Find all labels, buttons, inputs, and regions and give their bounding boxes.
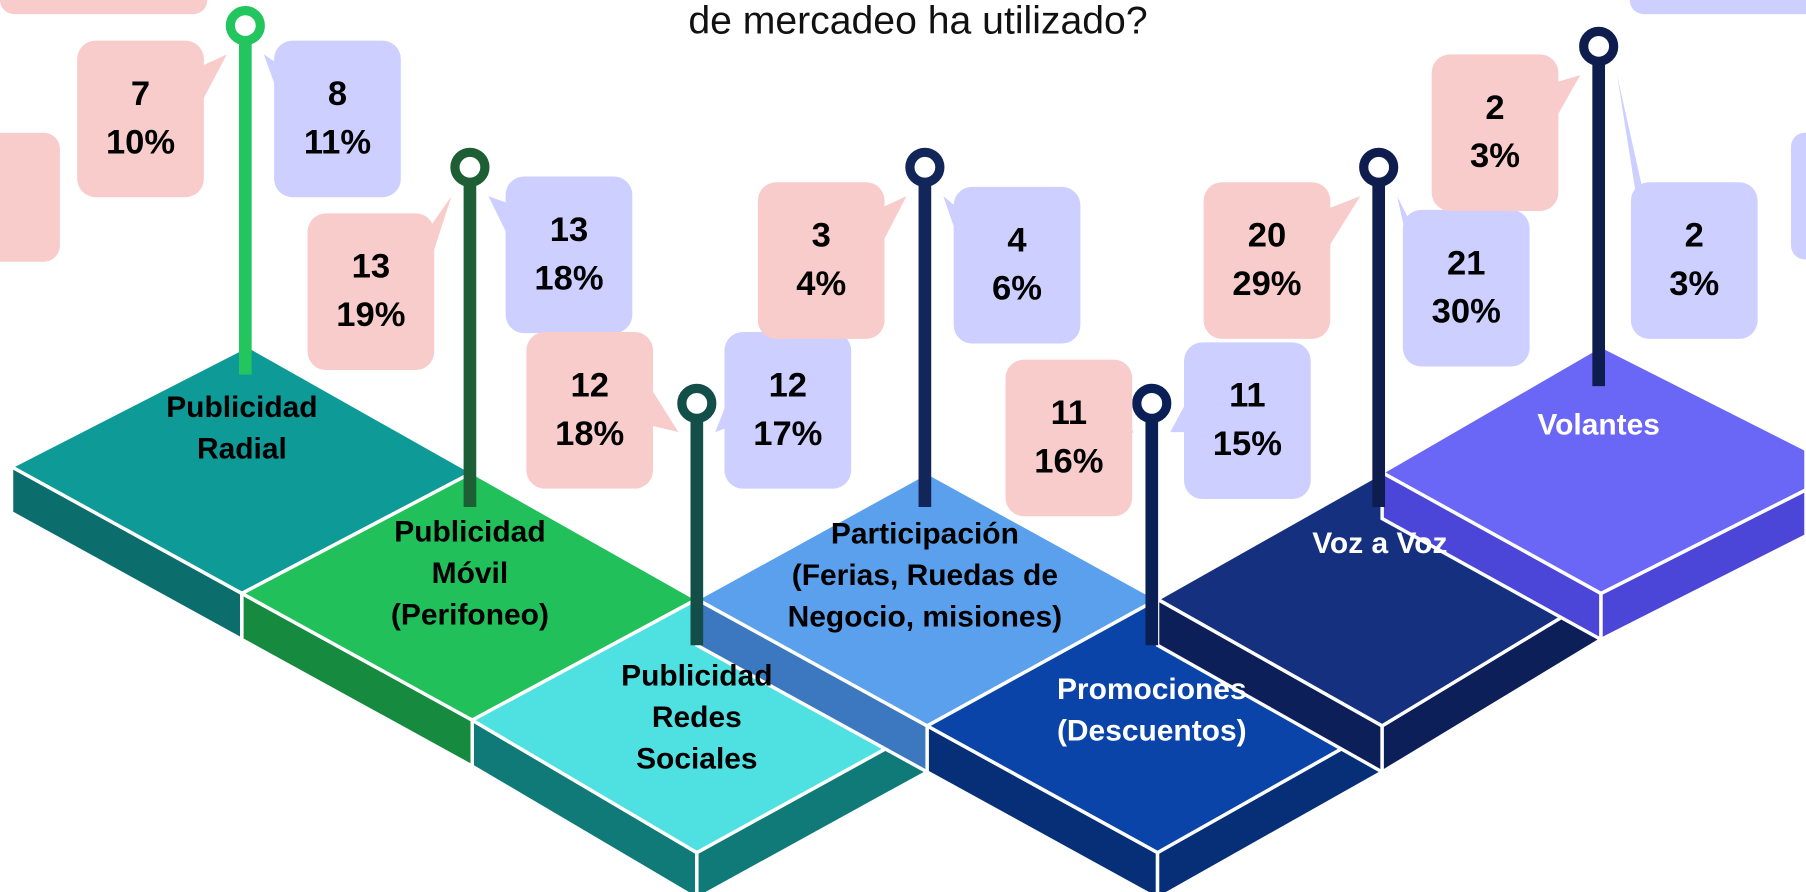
callout-count: 3: [812, 217, 831, 255]
callout-percent: 6%: [992, 270, 1042, 308]
callout-count: 12: [570, 366, 608, 404]
callout-box: [1184, 342, 1311, 499]
piece-label: Promociones: [1057, 673, 1247, 706]
callout-percent: 10%: [106, 123, 175, 161]
callout-count: 13: [352, 248, 390, 286]
callout-percent: 19%: [336, 296, 405, 334]
piece-label: Redes: [652, 701, 742, 734]
pin-head: [225, 6, 265, 46]
callout-percent: 17%: [753, 415, 822, 453]
callout-count: 8: [328, 75, 347, 113]
piece-label: Publicidad: [166, 391, 317, 424]
pin-head: [905, 147, 945, 187]
piece-label: (Descuentos): [1057, 715, 1247, 748]
callout-count: 12: [769, 366, 807, 404]
callout-box: [274, 40, 401, 198]
pin-head: [1359, 147, 1399, 187]
callout-count: 2: [1485, 89, 1504, 127]
piece-label: Publicidad: [621, 659, 772, 692]
callout-count: 4: [1007, 221, 1027, 259]
cropped-callout: [1791, 132, 1806, 260]
callout-percent: 3%: [1669, 265, 1719, 303]
callout-count: 11: [1051, 394, 1088, 432]
pin-head: [677, 383, 717, 423]
piece-label: (Ferias, Ruedas de: [792, 559, 1058, 592]
callout-percent: 15%: [1213, 425, 1282, 463]
callout-box: [505, 176, 633, 334]
callout-percent: 11%: [304, 123, 371, 161]
cropped-callout: [0, 0, 208, 15]
piece-label: (Perifoneo): [391, 598, 549, 631]
callout-box: [953, 186, 1081, 344]
callout-count: 7: [131, 75, 150, 113]
callout-box: [77, 40, 204, 198]
pin-head: [1579, 26, 1619, 66]
callout-count: 2: [1685, 217, 1704, 255]
callout-count: 13: [550, 211, 588, 249]
cropped-callout: [1629, 0, 1806, 15]
callout-box: [307, 213, 435, 370]
callout-box: [1203, 182, 1331, 339]
piece-label: Radial: [197, 433, 287, 466]
callout-percent: 29%: [1232, 265, 1301, 303]
title: de mercadeo ha utilizado?: [688, 0, 1147, 43]
cropped-callout: [0, 132, 60, 262]
callout-count: 20: [1248, 217, 1286, 255]
piece-label: Voz a Voz: [1312, 527, 1447, 560]
callout-box: [724, 331, 852, 489]
pin-head: [450, 147, 490, 187]
callout-box: [757, 182, 885, 339]
callout-percent: 18%: [555, 415, 624, 453]
piece-label: Publicidad: [394, 515, 545, 548]
callout-box: [1005, 359, 1133, 517]
piece-label: Participación: [831, 518, 1019, 551]
piece-label: Volantes: [1537, 408, 1660, 441]
piece-label: Móvil: [432, 557, 509, 590]
callout-percent: 16%: [1034, 442, 1103, 480]
piece-label: Sociales: [636, 742, 758, 775]
callout-percent: 3%: [1470, 137, 1520, 175]
callout-percent: 18%: [534, 259, 603, 297]
callout-box: [526, 331, 654, 489]
callout-box: [1630, 182, 1758, 339]
callout-percent: 30%: [1432, 293, 1501, 331]
piece-label: Negocio, misiones): [788, 601, 1062, 634]
callout-box: [1402, 209, 1530, 367]
pin-head: [1132, 383, 1172, 423]
callout-count: 21: [1447, 244, 1485, 282]
callout-box: [1431, 54, 1559, 212]
callout-percent: 4%: [796, 265, 846, 303]
callout-count: 11: [1229, 377, 1266, 415]
